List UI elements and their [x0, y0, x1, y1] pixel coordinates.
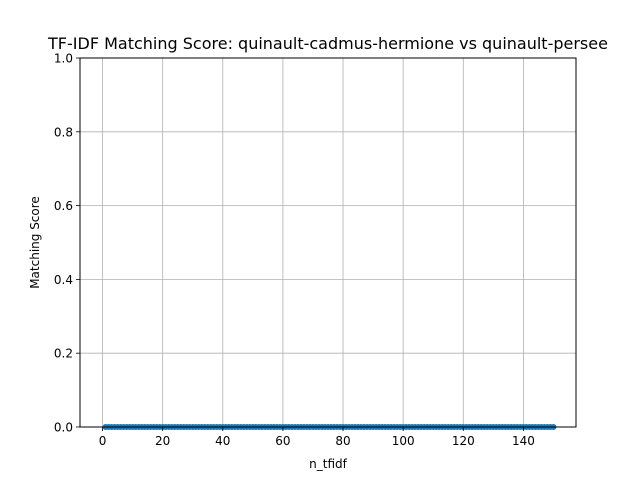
- y-tick-label: 0.0: [54, 421, 73, 435]
- x-tick-label: 60: [275, 434, 290, 448]
- y-tick-label: 0.4: [54, 273, 73, 287]
- x-tick-label: 100: [392, 434, 415, 448]
- y-axis-label: Matching Score: [28, 196, 42, 289]
- y-axis-ticks: 0.0 0.2 0.4 0.6 0.8 1.0: [54, 52, 80, 435]
- y-tick-label: 0.8: [54, 125, 73, 139]
- y-tick-label: 1.0: [54, 52, 73, 66]
- x-tick-label: 120: [452, 434, 475, 448]
- x-tick-label: 80: [335, 434, 350, 448]
- x-tick-label: 20: [155, 434, 170, 448]
- plot-frame: [79, 57, 577, 428]
- y-tick-label: 0.6: [54, 199, 73, 213]
- x-tick-label: 40: [215, 434, 230, 448]
- y-tick-label: 0.2: [54, 347, 73, 361]
- x-axis-label: n_tfidf: [309, 457, 347, 471]
- x-axis-ticks: 0 20 40 60 80 100 120 140: [99, 427, 535, 448]
- x-tick-label: 0: [99, 434, 107, 448]
- x-tick-label: 140: [512, 434, 535, 448]
- chart-title: TF-IDF Matching Score: quinault-cadmus-h…: [47, 34, 608, 53]
